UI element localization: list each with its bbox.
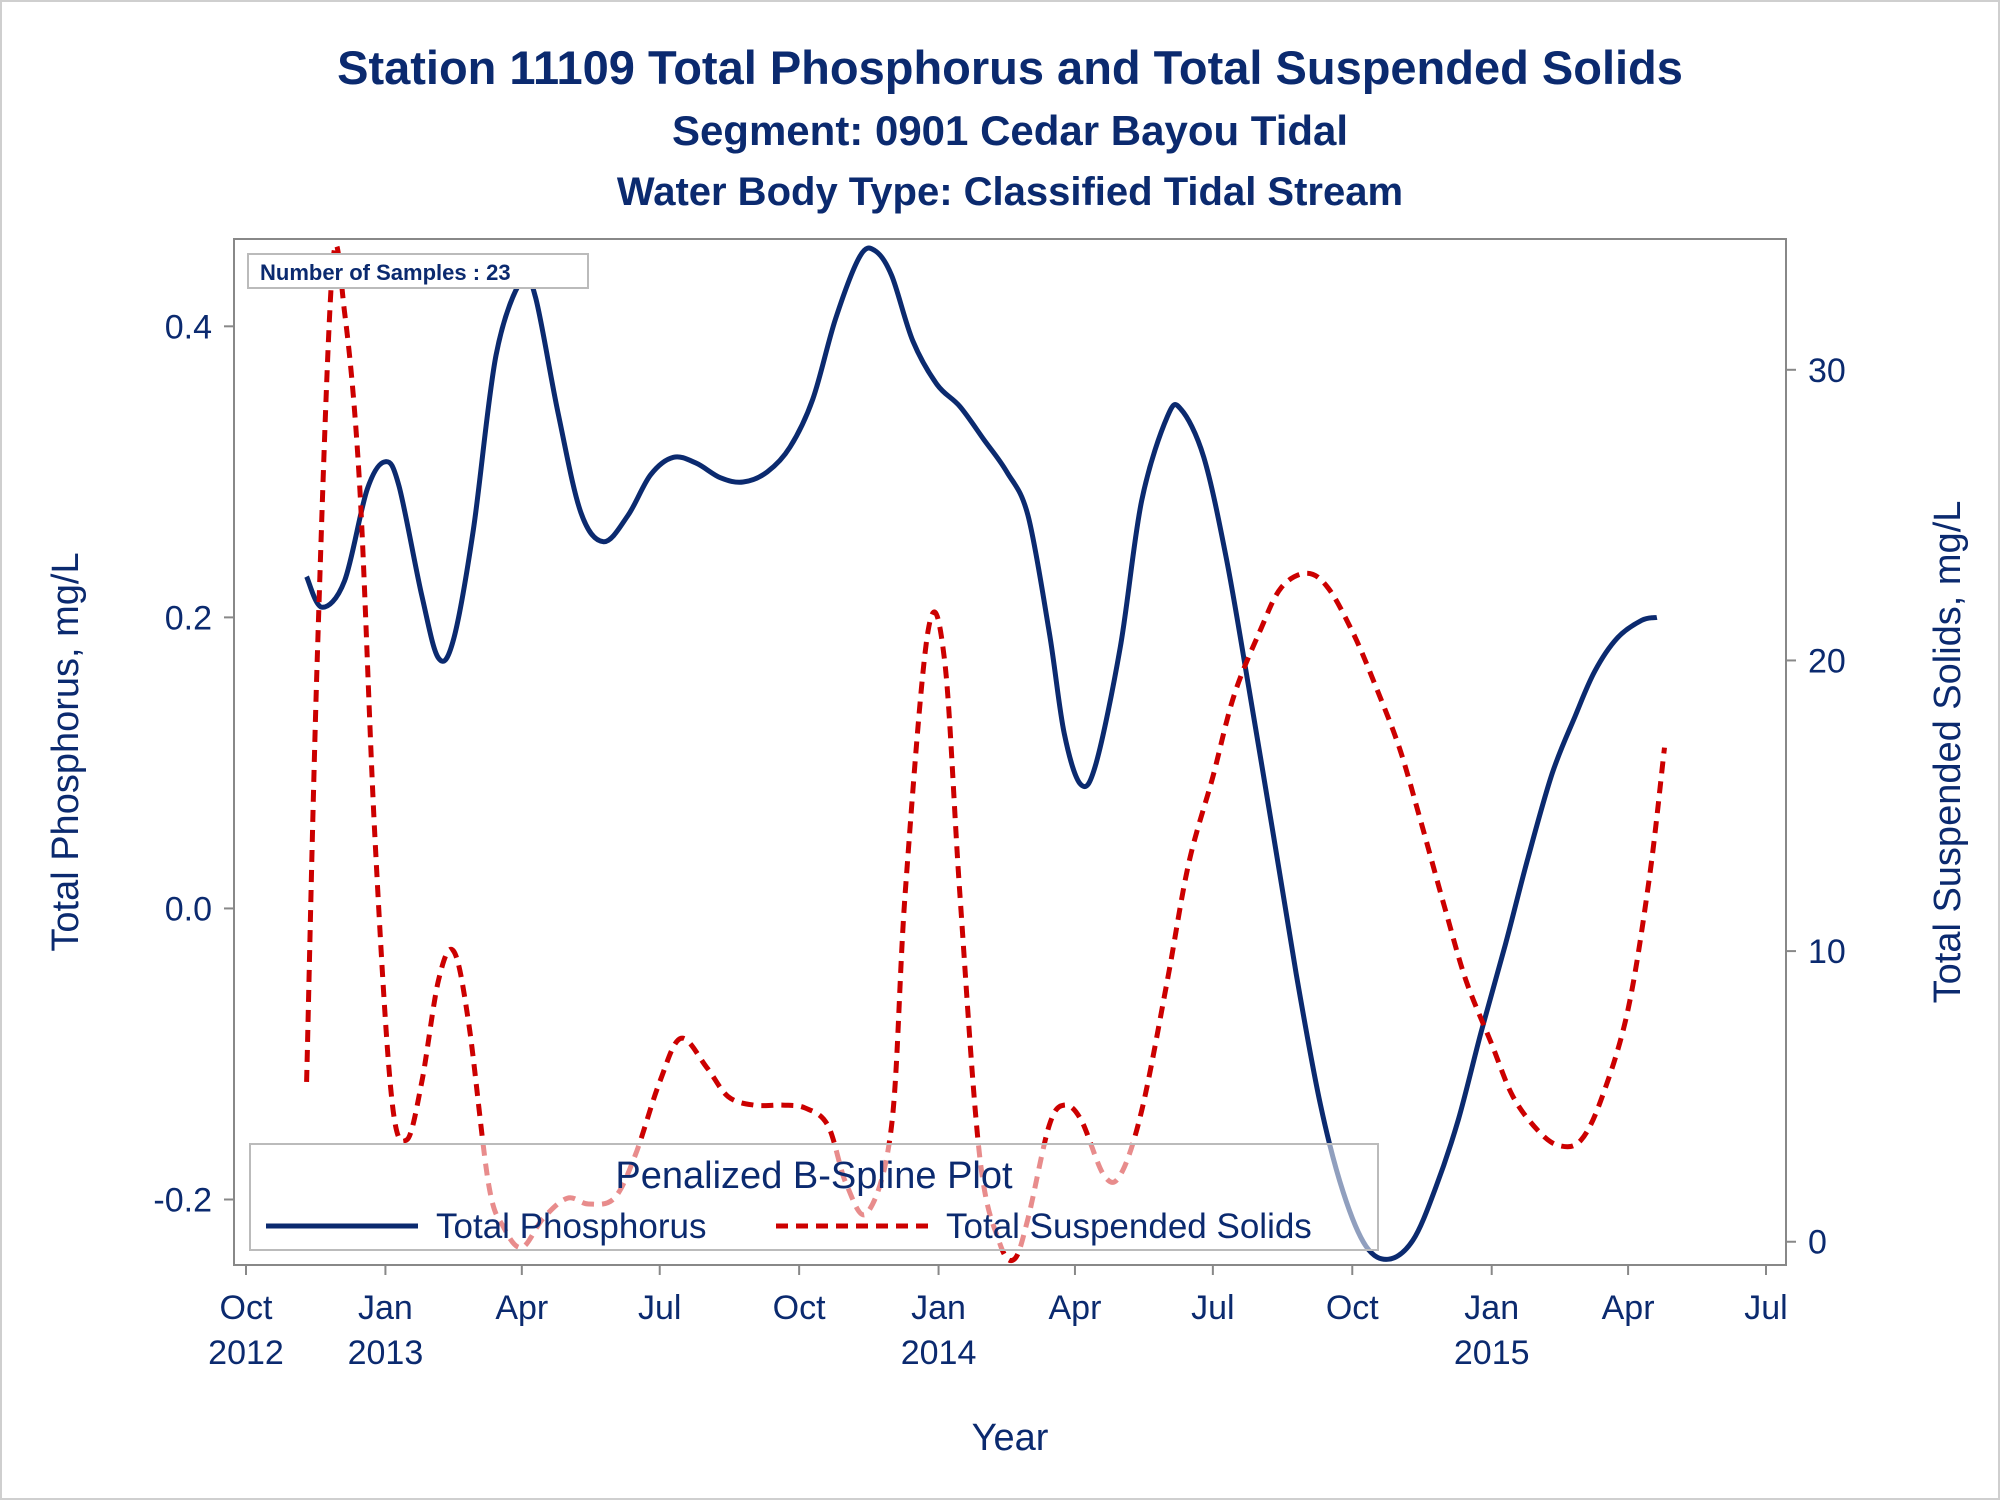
x-tick-year-label: 2012 bbox=[208, 1334, 284, 1372]
y2-tick-label: 20 bbox=[1808, 642, 1846, 680]
y2-tick-label: 10 bbox=[1808, 933, 1846, 971]
x-tick-label: Jul bbox=[1744, 1289, 1787, 1327]
x-tick-year-label: 2014 bbox=[901, 1334, 977, 1372]
x-tick-label: Oct bbox=[220, 1289, 273, 1327]
chart-title: Station 11109 Total Phosphorus and Total… bbox=[337, 41, 1683, 94]
y-tick-label: 0.4 bbox=[165, 308, 212, 346]
y2-axis-label: Total Suspended Solids, mg/L bbox=[1927, 501, 1969, 1004]
y2-tick-label: 30 bbox=[1808, 352, 1846, 390]
plot-area bbox=[233, 238, 1787, 1266]
y2-tick-label: 0 bbox=[1808, 1224, 1827, 1262]
x-tick-label: Apr bbox=[1602, 1289, 1655, 1327]
x-tick-label: Jan bbox=[358, 1289, 413, 1327]
legend-label-total-phosphorus: Total Phosphorus bbox=[436, 1207, 706, 1246]
x-tick-label: Jan bbox=[1464, 1289, 1519, 1327]
x-tick-year-label: 2015 bbox=[1454, 1334, 1530, 1372]
sample-count-label: Number of Samples : 23 bbox=[260, 260, 511, 285]
series-layer bbox=[304, 242, 1667, 1264]
y-tick-label: -0.2 bbox=[153, 1182, 212, 1220]
x-tick-label: Jul bbox=[1191, 1289, 1234, 1327]
sample-count-box bbox=[247, 253, 589, 289]
x-tick-label: Jul bbox=[638, 1289, 681, 1327]
legend-box bbox=[249, 1143, 1379, 1251]
x-tick-year-label: 2013 bbox=[348, 1334, 424, 1372]
legend: Penalized B-Spline Plot Total Phosphorus… bbox=[249, 1143, 1379, 1251]
chart-subtitle-segment: Segment: 0901 Cedar Bayou Tidal bbox=[672, 107, 1348, 154]
chart-subtitle-waterbody: Water Body Type: Classified Tidal Stream bbox=[617, 170, 1403, 214]
y-tick-label: 0.0 bbox=[165, 890, 212, 928]
x-tick-label: Oct bbox=[1326, 1289, 1379, 1327]
legend-label-total-suspended-solids: Total Suspended Solids bbox=[946, 1207, 1312, 1246]
legend-title: Penalized B-Spline Plot bbox=[615, 1155, 1013, 1197]
y-axis-label: Total Phosphorus, mg/L bbox=[45, 552, 87, 951]
x-tick-label: Apr bbox=[495, 1289, 548, 1327]
y-tick-label: 0.2 bbox=[165, 599, 212, 637]
x-axis-label: Year bbox=[972, 1417, 1049, 1459]
x-tick-label: Jan bbox=[911, 1289, 966, 1327]
x-tick-label: Oct bbox=[773, 1289, 826, 1327]
series-line-total-phosphorus bbox=[304, 245, 1658, 1262]
series-line-total-suspended-solids bbox=[304, 242, 1667, 1264]
x-tick-label: Apr bbox=[1048, 1289, 1101, 1327]
axes-layer: Oct 2012 Jan 2013 Apr Jul Oct Jan 2014 Apr Jul Oct J… bbox=[153, 308, 1845, 1372]
